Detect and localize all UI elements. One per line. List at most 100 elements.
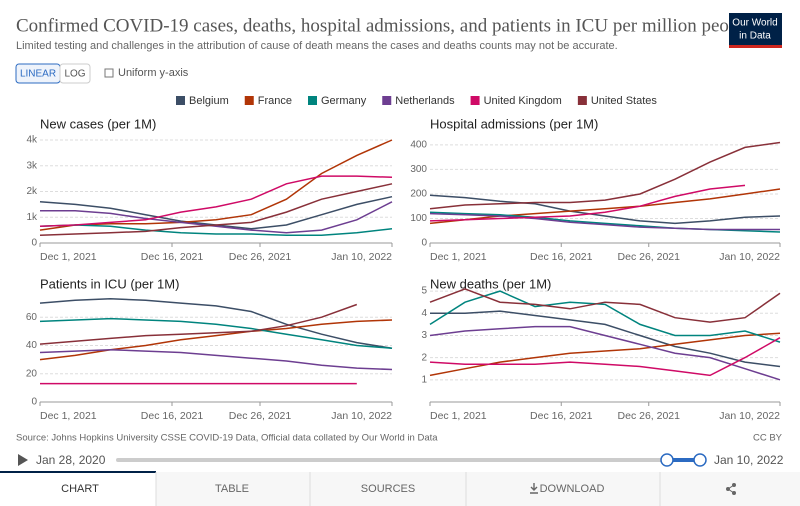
title: Confirmed COVID-19 cases, deaths, hospit… [16,15,752,36]
y-tick-label: 400 [410,140,427,151]
tab[interactable]: DOWNLOAD [540,483,605,495]
legend-label: United Kingdom [484,95,562,107]
share-lines [727,484,735,494]
series-line [429,188,781,225]
series-line [429,325,781,381]
y-tick-label: 1k [26,212,38,223]
download-icon [530,483,538,494]
y-tick-label: 60 [26,312,38,323]
x-tick-label: Jan 10, 2022 [331,410,392,422]
logo-text: in Data [739,31,771,42]
series-line [429,141,781,210]
tab[interactable]: CHART [61,483,99,495]
checkbox[interactable] [104,68,114,78]
y-tick-label: 0 [31,397,37,408]
x-tick-label: Dec 26, 2021 [618,251,681,263]
logo-text: Our World [732,18,777,29]
x-tick-label: Dec 16, 2021 [530,410,593,422]
y-tick-label: 1 [421,374,427,385]
y-tick-label: 4k [26,135,38,146]
x-tick-label: Dec 26, 2021 [229,410,292,422]
legend-label: Belgium [189,95,229,107]
subtitle: Limited testing and challenges in the at… [16,40,618,52]
tab-active[interactable] [0,472,156,506]
charts: New cases (per 1M) 0 1k 2k 3k 4k Dec 1, 2021 De… [26,116,781,422]
timeline-handle[interactable] [693,453,707,467]
legend-swatch [308,96,317,105]
license: CC BY [753,433,783,444]
series-line [39,139,393,231]
tab[interactable]: TABLE [215,483,249,495]
logo-bar [729,45,782,48]
share-icon[interactable] [726,483,736,495]
timeline-track [116,458,706,462]
y-tick-label: 2k [26,186,38,197]
panel-title: Patients in ICU (per 1M) [40,276,179,291]
timeline-end: Jan 10, 2022 [714,453,784,467]
y-tick-label: 2 [421,352,427,363]
series-line [39,303,358,345]
log-button[interactable] [59,63,91,84]
panel: Hospital admissions (per 1M) 0 100 200 300 40… [410,116,781,263]
series-line [39,317,393,350]
legend-swatch [382,96,392,105]
x-tick-label: Dec 16, 2021 [141,251,204,263]
log-label: LOG [64,69,85,80]
uniform-label: Uniform y-axis [118,67,189,79]
play-button[interactable] [18,454,28,466]
tab[interactable]: SOURCES [361,483,415,495]
x-tick-label: Jan 10, 2022 [719,410,780,422]
series-line [39,348,393,371]
timeline-handle[interactable] [660,453,674,467]
series-line [429,290,781,343]
series-line [430,310,781,368]
panel: New cases (per 1M) 0 1k 2k 3k 4k Dec 1, 2021 De… [26,116,393,263]
legend-label: Germany [321,95,367,107]
y-tick-label: 300 [410,164,427,175]
y-tick-label: 5 [421,286,427,297]
legend-label: Netherlands [395,95,455,107]
y-tick-label: 200 [410,189,427,200]
legend-swatch [470,96,480,105]
x-tick-label: Dec 1, 2021 [40,251,97,263]
x-tick-label: Dec 16, 2021 [141,410,204,422]
y-tick-label: 0 [421,238,427,249]
y-tick-label: 0 [31,238,37,249]
series-line [39,224,393,237]
y-tick-label: 20 [26,368,38,379]
series-line [39,319,393,361]
panel-title: Hospital admissions (per 1M) [430,116,598,131]
y-tick-label: 3 [421,330,427,341]
legend-swatch [577,96,587,105]
legend-swatch [176,96,185,105]
y-tick-label: 40 [26,340,38,351]
legend-label: France [258,95,292,107]
x-tick-label: Dec 1, 2021 [40,410,97,422]
x-tick-label: Dec 1, 2021 [430,251,487,263]
series-line [39,183,393,237]
series-line [429,194,781,225]
legend-swatch [244,96,254,105]
x-tick-label: Dec 1, 2021 [430,410,487,422]
timeline-range [667,458,700,462]
series-line [429,212,780,231]
x-tick-label: Dec 26, 2021 [229,251,292,263]
series-line [429,337,781,377]
legend: Belgium France Germany Netherlands United Ki… [176,95,657,107]
legend-label: United States [591,95,658,107]
linear-label: LINEAR [20,69,56,80]
timeline-start: Jan 28, 2020 [36,453,106,467]
source: Source: Johns Hopkins University CSSE CO… [16,433,438,444]
x-tick-label: Dec 26, 2021 [618,410,681,422]
series-line [39,175,393,228]
x-tick-label: Jan 10, 2022 [719,251,780,263]
series-line [39,298,393,350]
series-line [429,288,781,323]
series-line [40,201,393,234]
panel: New deaths (per 1M) 1 2 3 4 5 Dec 1, 2021 Dec 1… [421,276,781,422]
logo [729,13,782,47]
y-tick-label: 100 [410,213,427,224]
x-tick-label: Jan 10, 2022 [331,251,392,263]
